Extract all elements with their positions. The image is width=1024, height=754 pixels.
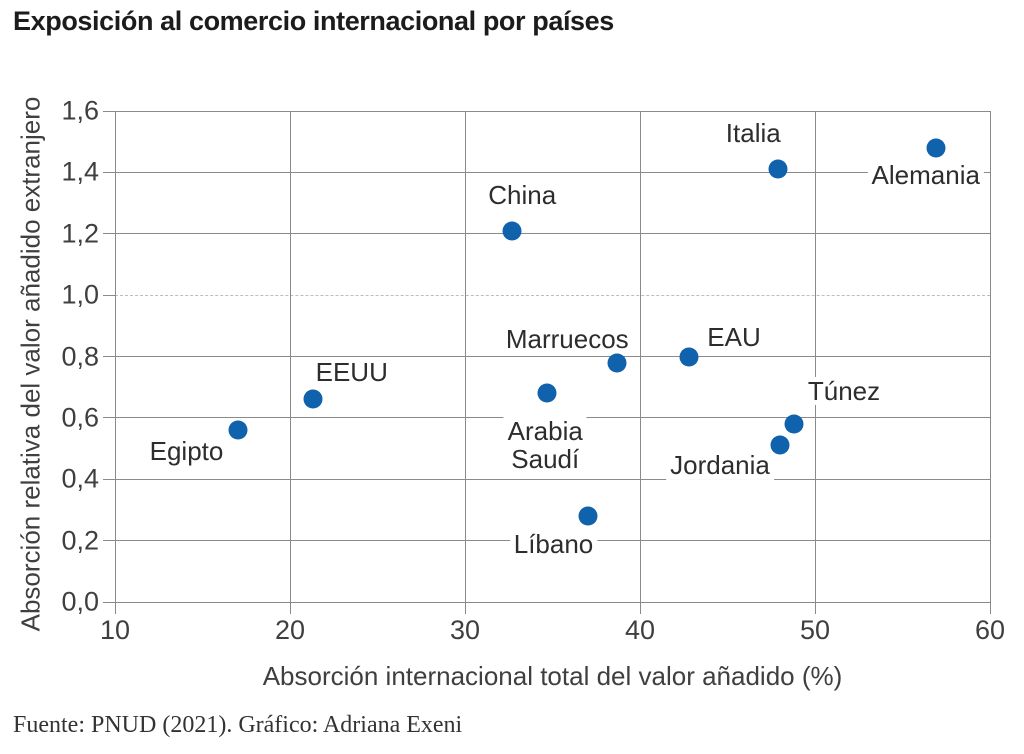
h-gridline	[115, 294, 990, 296]
point-label: Jordania	[666, 451, 774, 480]
data-point	[607, 353, 627, 373]
v-gridline	[989, 111, 991, 602]
y-tick-label: 0,0	[61, 586, 99, 617]
y-tick-label: 1,0	[61, 279, 99, 310]
data-point	[578, 506, 597, 526]
point-label: Italia	[721, 119, 785, 147]
x-tick-mark	[114, 602, 116, 614]
y-tick-label: 0,2	[61, 525, 99, 556]
point-label: EAU	[703, 322, 765, 351]
data-point	[537, 383, 557, 403]
x-tick-label: 20	[274, 615, 306, 645]
data-point	[770, 435, 790, 455]
y-tick-mark	[103, 233, 115, 235]
point-label: EEUU	[311, 358, 392, 386]
h-gridline	[115, 110, 990, 112]
v-gridline	[114, 111, 116, 602]
v-gridline	[289, 111, 291, 602]
x-tick-mark	[814, 602, 816, 614]
point-label: Líbano	[509, 530, 598, 558]
y-tick-mark	[103, 110, 115, 112]
x-tick-label: 40	[624, 615, 656, 645]
point-label: Arabia Saudí	[503, 417, 587, 473]
point-label: Marruecos	[501, 325, 633, 353]
h-gridline	[115, 478, 990, 480]
y-tick-mark	[103, 171, 115, 173]
y-tick-mark	[103, 540, 115, 542]
x-tick-label: 10	[99, 615, 131, 645]
h-gridline	[115, 601, 990, 603]
x-tick-mark	[639, 602, 641, 614]
y-tick-label: 1,4	[61, 156, 99, 187]
y-tick-label: 1,6	[61, 95, 99, 126]
h-gridline	[115, 233, 990, 235]
y-tick-label: 0,6	[61, 402, 99, 433]
y-tick-label: 0,8	[61, 341, 99, 371]
h-gridline	[115, 356, 990, 357]
data-point	[784, 414, 804, 434]
v-gridline	[639, 111, 641, 602]
y-tick-mark	[103, 601, 115, 603]
point-label: Túnez	[803, 377, 885, 405]
source-credit: Fuente: PNUD (2021). Gráfico: Adriana Ex…	[13, 712, 463, 738]
data-point	[502, 221, 522, 241]
y-tick-mark	[103, 417, 115, 419]
y-tick-mark	[103, 356, 115, 357]
plot-area: 0,0 0,2 0,4 0,6 0,8 1,0 1,2 1,4 1,6 10 20 30 40 50 60 E…	[61, 96, 1005, 646]
x-axis-title: Absorción internacional total del valor …	[262, 661, 843, 691]
y-tick-mark	[103, 478, 115, 480]
v-gridline	[464, 111, 466, 602]
h-gridline	[115, 171, 990, 173]
data-point	[679, 347, 699, 366]
y-tick-mark	[103, 294, 115, 296]
data-point	[228, 420, 247, 440]
data-point	[303, 389, 323, 409]
point-label: Egipto	[145, 437, 228, 465]
y-axis-title: Absorción relativa del valor añadido ext…	[15, 96, 46, 632]
x-tick-mark	[289, 602, 291, 614]
x-tick-label: 50	[799, 615, 831, 645]
x-tick-mark	[464, 602, 466, 614]
point-label: China	[484, 181, 561, 209]
y-tick-label: 1,2	[61, 218, 99, 249]
x-tick-label: 30	[449, 615, 481, 645]
y-tick-label: 0,4	[61, 463, 99, 494]
v-gridline	[814, 111, 816, 602]
point-label: Alemania	[867, 161, 984, 189]
x-tick-label: 60	[974, 615, 1006, 645]
data-point	[926, 138, 946, 158]
x-tick-mark	[989, 602, 991, 614]
chart-title: Exposición al comercio internacional por…	[13, 6, 614, 36]
data-point	[768, 159, 788, 179]
